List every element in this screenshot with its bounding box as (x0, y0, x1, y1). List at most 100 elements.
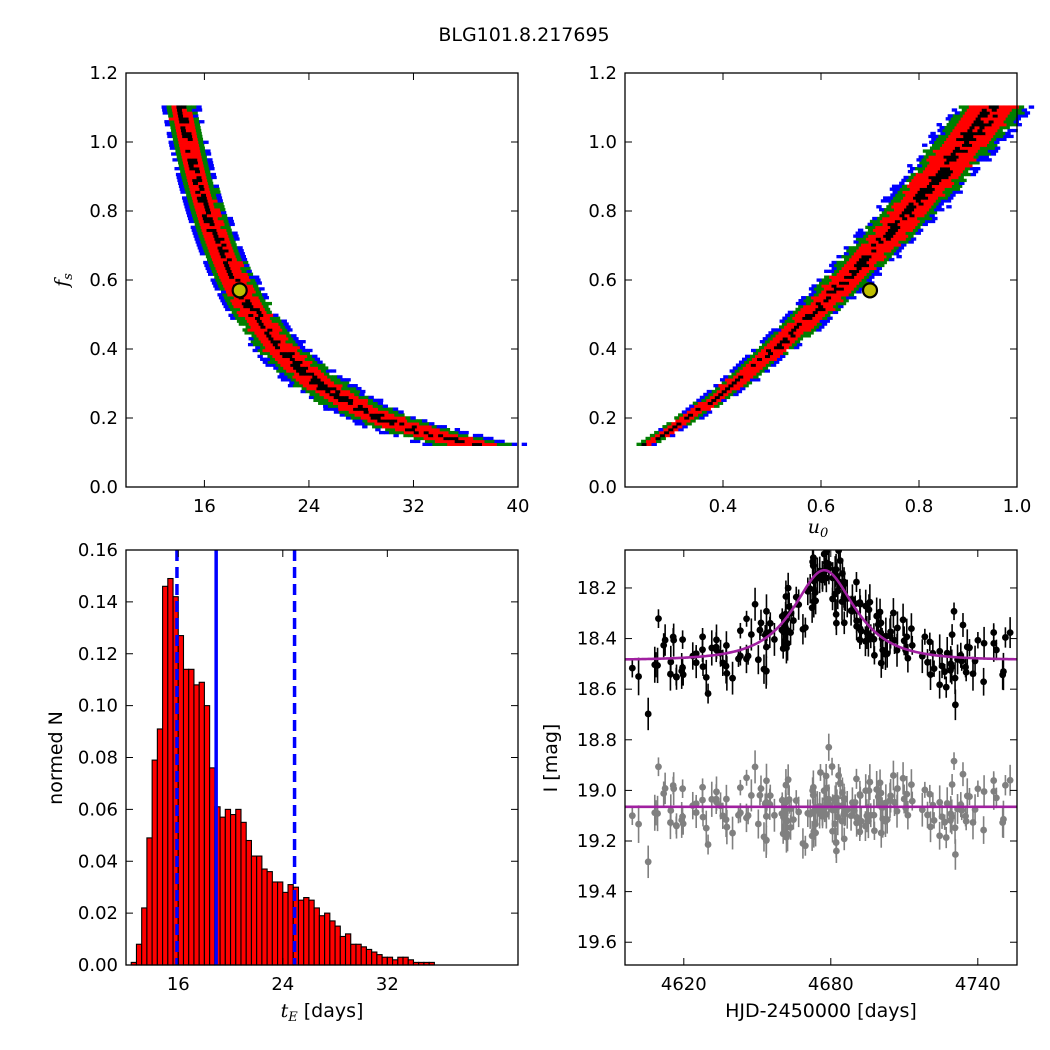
fs-vs-tE-cell (279, 331, 285, 335)
fs-vs-u0-cell (848, 257, 855, 262)
fs-vs-u0-cell (892, 222, 898, 227)
photometry-point (819, 576, 826, 584)
fs-vs-tE-cell (228, 249, 234, 253)
fs-vs-u0-cell (895, 231, 901, 235)
fs-vs-tE-cell (459, 439, 466, 444)
fs-vs-u0-cell (931, 184, 938, 188)
fs-vs-tE-cell (205, 240, 211, 244)
fs-vs-tE-cell (190, 149, 196, 153)
fs-vs-tE-cell (333, 407, 339, 411)
fs-vs-tE-cell (197, 158, 203, 162)
fs-vs-tE-cell (227, 293, 233, 297)
fs-vs-tE-cell (168, 140, 174, 144)
fs-vs-tE-cell (195, 128, 202, 133)
photometry-point (980, 678, 988, 686)
fs-vs-u0-cell (858, 246, 865, 250)
fs-vs-tE-cell (211, 281, 218, 285)
fs-vs-tE-cell (186, 175, 192, 180)
fs-vs-tE-cell (312, 384, 319, 388)
fs-vs-tE-cell (210, 266, 216, 271)
fs-vs-tE-cell (181, 175, 187, 180)
fs-vs-u0-cell (945, 199, 952, 203)
fs-vs-u0-cell (681, 422, 687, 426)
fs-vs-u0-cell (658, 428, 664, 432)
fs-vs-u0-cell (858, 281, 865, 285)
fs-vs-u0-cell (915, 167, 921, 171)
fs-vs-u0-cell (695, 407, 701, 411)
fs-vs-u0-cell (741, 372, 747, 376)
fs-vs-tE-cell (248, 275, 255, 279)
fs-vs-tE-cell (183, 161, 189, 165)
fs-vs-u0-cell (964, 146, 971, 150)
fs-vs-tE-cell (273, 337, 279, 341)
fs-vs-u0-cell (935, 193, 941, 197)
fs-vs-tE-cell (344, 392, 350, 397)
fs-vs-tE-cell (251, 310, 257, 315)
fs-vs-tE-cell (310, 389, 316, 394)
fs-vs-u0-cell (853, 246, 860, 250)
fs-vs-tE-cell (193, 184, 200, 188)
fs-vs-u0-cell (949, 140, 955, 144)
fs-vs-tE-cell (218, 234, 224, 238)
fs-vs-tE-cell (219, 237, 225, 241)
fs-vs-u0-cell (860, 231, 866, 235)
fs-vs-tE-cell (172, 111, 178, 115)
fs-vs-tE-cell (191, 108, 198, 112)
fs-vs-u0-cell (887, 222, 893, 227)
fs-vs-u0-cell (745, 363, 752, 367)
light-curve-y-tick-label: 18.6 (577, 679, 617, 700)
fs-vs-u0-cell (844, 275, 850, 279)
fs-vs-u0-cell (924, 161, 930, 165)
fs-vs-tE-cell (295, 378, 302, 382)
fs-vs-tE-cell (286, 334, 292, 338)
fs-vs-tE-cell (199, 252, 206, 256)
fs-vs-u0-cell (699, 395, 706, 400)
fs-vs-u0-cell (782, 337, 789, 341)
fs-vs-u0-cell (751, 348, 757, 353)
fs-vs-u0-cell (946, 205, 952, 209)
fs-vs-u0-cell (934, 187, 941, 191)
fs-vs-u0-cell (807, 316, 813, 320)
fs-vs-tE-cell (201, 243, 207, 247)
fs-vs-tE-cell (174, 167, 180, 171)
fs-vs-u0-cell (954, 181, 960, 186)
fs-vs-u0-cell (954, 125, 960, 130)
fs-vs-tE-cell (382, 419, 388, 423)
fs-vs-u0-cell (739, 369, 745, 373)
fs-vs-tE-cell (236, 269, 242, 273)
fs-vs-u0-cell (799, 325, 805, 329)
fs-vs-u0-cell (902, 228, 909, 232)
fs-vs-tE-cell (300, 363, 306, 367)
residual-point (853, 813, 861, 821)
fs-vs-tE-cell (215, 225, 221, 229)
photometry-point (865, 606, 873, 614)
fs-vs-tE-cell (340, 378, 346, 382)
fs-vs-u0-cell (787, 310, 794, 315)
residual-point (943, 800, 951, 807)
histogram-bar (371, 951, 378, 966)
fs-vs-tE-cell (171, 131, 178, 136)
fs-vs-tE-cell (292, 384, 299, 388)
fs-vs-u0-cell (854, 281, 860, 285)
fs-vs-tE-cell (230, 316, 236, 320)
fs-vs-u0-cell (952, 149, 959, 153)
fs-vs-u0-cell (969, 111, 976, 115)
fs-vs-u0-cell (764, 340, 771, 344)
fs-vs-u0-cell (953, 155, 959, 159)
fs-vs-tE-cell (312, 375, 318, 379)
fs-vs-u0-cell (650, 436, 656, 441)
fs-vs-u0-cell (958, 134, 964, 139)
fs-vs-tE-cell (382, 407, 389, 411)
fs-vs-u0-cell (798, 304, 804, 309)
fs-vs-tE-cell (223, 219, 229, 224)
fs-vs-tE-cell (191, 193, 197, 197)
fs-vs-u0-cell (738, 375, 744, 379)
fs-vs-u0-cell (980, 131, 986, 136)
fs-vs-u0-cell (944, 161, 950, 165)
fs-vs-tE-cell (244, 263, 250, 268)
fs-vs-u0-cell (903, 234, 909, 238)
residual-point (877, 789, 885, 797)
fs-vs-tE-cell (280, 378, 287, 382)
tE-histogram-y-tick-label: 0.00 (78, 955, 118, 976)
residual-point (762, 812, 770, 820)
